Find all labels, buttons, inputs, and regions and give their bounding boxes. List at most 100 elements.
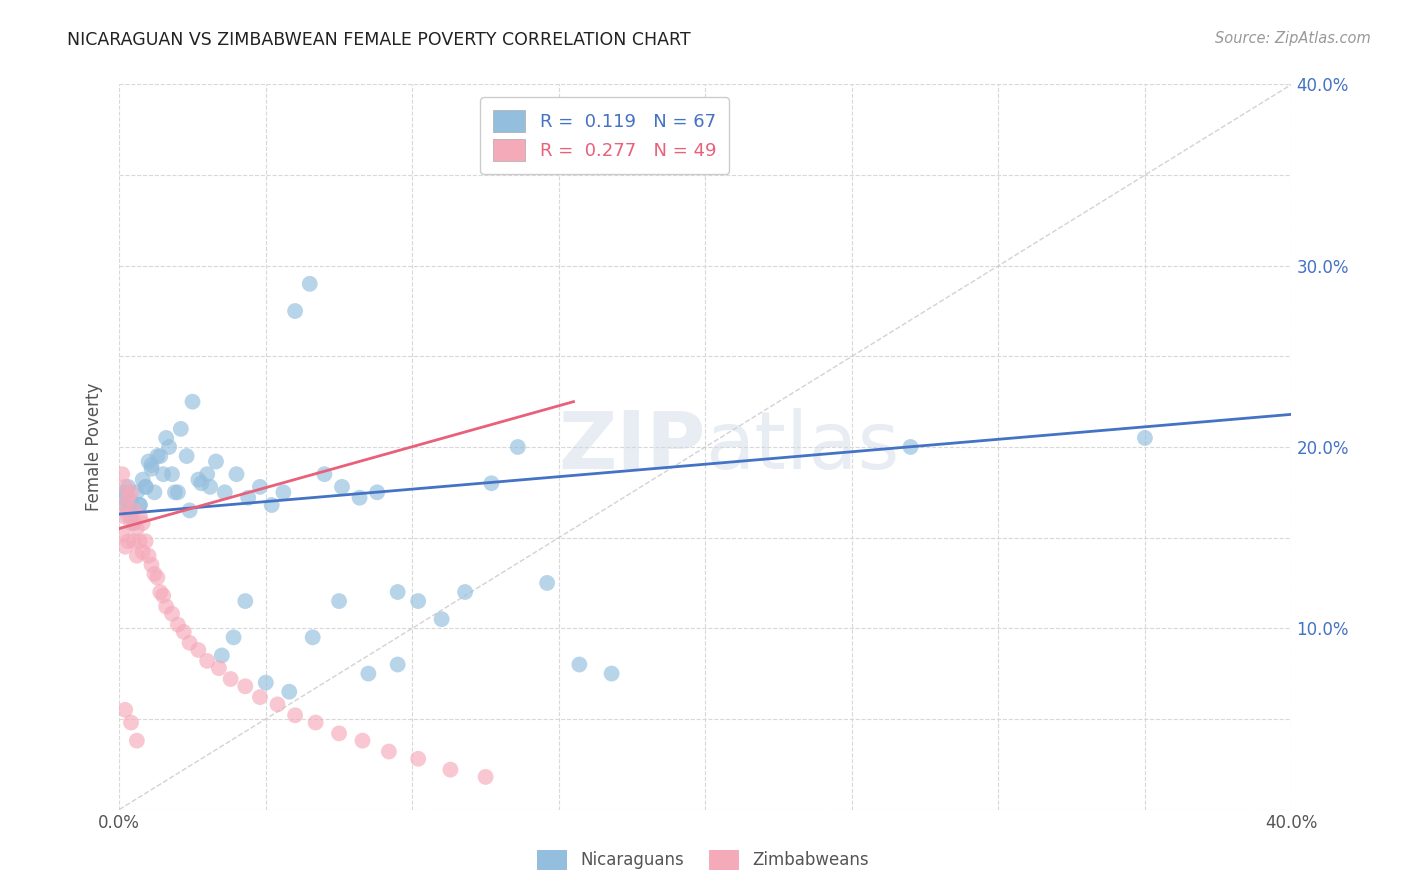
Point: [117, 480, 139, 494]
Point: [254, 675, 277, 690]
Point: [173, 624, 195, 639]
Point: [176, 449, 198, 463]
Point: [149, 449, 172, 463]
Point: [260, 498, 283, 512]
Point: [114, 485, 136, 500]
Point: [328, 594, 350, 608]
Point: [135, 480, 157, 494]
Point: [111, 467, 134, 482]
Point: [138, 454, 160, 468]
Point: [195, 467, 218, 482]
Point: [378, 745, 401, 759]
Point: [114, 540, 136, 554]
Point: [146, 570, 169, 584]
Point: [430, 612, 453, 626]
Point: [481, 476, 503, 491]
Point: [157, 440, 180, 454]
Point: [114, 498, 136, 512]
Point: [111, 508, 134, 523]
Point: [125, 549, 148, 563]
Point: [163, 485, 186, 500]
Point: [314, 467, 336, 482]
Point: [149, 585, 172, 599]
Point: [125, 733, 148, 747]
Point: [160, 467, 183, 482]
Point: [132, 545, 155, 559]
Point: [284, 708, 307, 723]
Point: [122, 534, 145, 549]
Point: [1133, 431, 1156, 445]
Point: [122, 503, 145, 517]
Point: [155, 599, 177, 614]
Point: [474, 770, 496, 784]
Point: [225, 467, 247, 482]
Point: [128, 498, 150, 512]
Point: [387, 657, 409, 672]
Point: [141, 458, 163, 472]
Point: [506, 440, 529, 454]
Point: [114, 480, 136, 494]
Point: [138, 549, 160, 563]
Point: [301, 630, 323, 644]
Point: [198, 480, 221, 494]
Point: [128, 498, 150, 512]
Point: [141, 461, 163, 475]
Point: [135, 534, 157, 549]
Point: [114, 498, 136, 512]
Point: [120, 516, 142, 530]
Point: [568, 657, 591, 672]
Point: [249, 480, 271, 494]
Point: [117, 508, 139, 523]
Point: [114, 703, 136, 717]
Text: ZIP: ZIP: [558, 408, 706, 486]
Point: [357, 666, 380, 681]
Point: [120, 485, 142, 500]
Point: [284, 304, 307, 318]
Legend: Nicaraguans, Zimbabweans: Nicaraguans, Zimbabweans: [530, 843, 876, 877]
Point: [111, 527, 134, 541]
Point: [187, 473, 209, 487]
Point: [141, 558, 163, 572]
Point: [233, 679, 256, 693]
Point: [122, 516, 145, 530]
Point: [179, 636, 201, 650]
Point: [219, 672, 242, 686]
Point: [167, 485, 190, 500]
Point: [146, 449, 169, 463]
Point: [111, 491, 134, 505]
Point: [211, 648, 233, 663]
Point: [117, 491, 139, 505]
Point: [330, 480, 353, 494]
Point: [349, 491, 371, 505]
Point: [454, 585, 477, 599]
Point: [387, 585, 409, 599]
Point: [128, 534, 150, 549]
Point: [406, 752, 429, 766]
Point: [117, 534, 139, 549]
Point: [208, 661, 231, 675]
Point: [366, 485, 388, 500]
Point: [135, 480, 157, 494]
Point: [304, 715, 326, 730]
Point: [125, 522, 148, 536]
Text: atlas: atlas: [706, 408, 900, 486]
Point: [117, 503, 139, 517]
Point: [143, 485, 166, 500]
Point: [266, 698, 288, 712]
Point: [125, 485, 148, 500]
Point: [439, 763, 461, 777]
Legend: R =  0.119   N = 67, R =  0.277   N = 49: R = 0.119 N = 67, R = 0.277 N = 49: [479, 97, 728, 174]
Point: [900, 440, 922, 454]
Point: [155, 431, 177, 445]
Point: [152, 467, 174, 482]
Point: [328, 726, 350, 740]
Point: [120, 715, 142, 730]
Point: [600, 666, 623, 681]
Point: [181, 394, 204, 409]
Point: [152, 589, 174, 603]
Point: [128, 508, 150, 523]
Text: Source: ZipAtlas.com: Source: ZipAtlas.com: [1215, 31, 1371, 46]
Point: [190, 476, 212, 491]
Point: [120, 494, 142, 508]
Text: NICARAGUAN VS ZIMBABWEAN FEMALE POVERTY CORRELATION CHART: NICARAGUAN VS ZIMBABWEAN FEMALE POVERTY …: [67, 31, 692, 49]
